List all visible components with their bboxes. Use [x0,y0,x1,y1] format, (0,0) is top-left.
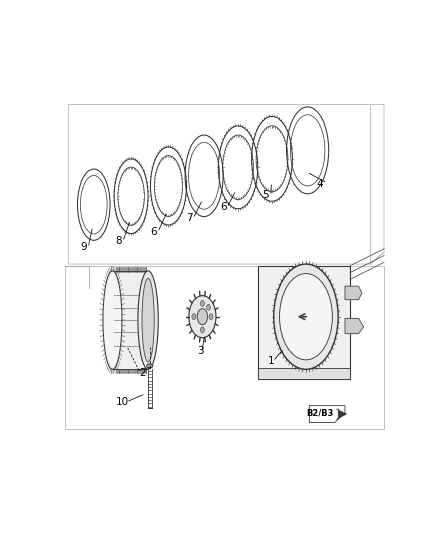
Ellipse shape [142,278,154,362]
Ellipse shape [147,364,153,368]
Ellipse shape [201,301,204,306]
Ellipse shape [201,327,204,333]
Ellipse shape [207,304,210,310]
Text: 9: 9 [80,242,87,252]
Ellipse shape [103,271,122,369]
Polygon shape [258,368,350,379]
Text: 1: 1 [268,356,275,366]
Ellipse shape [197,309,208,325]
Ellipse shape [189,296,216,338]
Ellipse shape [138,271,158,369]
Text: 7: 7 [186,213,192,223]
Polygon shape [258,266,350,379]
Polygon shape [345,286,362,300]
Polygon shape [345,318,364,334]
Text: B2/B3: B2/B3 [306,409,333,418]
Text: 8: 8 [115,236,122,246]
Polygon shape [113,271,148,369]
Text: 6: 6 [151,227,157,237]
Polygon shape [336,409,347,419]
Text: 4: 4 [316,179,323,189]
Text: 3: 3 [198,346,204,357]
Text: 5: 5 [262,190,269,200]
Ellipse shape [279,273,332,360]
Ellipse shape [274,264,338,369]
Text: 6: 6 [220,203,226,212]
Ellipse shape [209,314,213,320]
Text: 10: 10 [116,397,129,407]
Ellipse shape [192,314,196,320]
Text: 2: 2 [140,368,146,378]
